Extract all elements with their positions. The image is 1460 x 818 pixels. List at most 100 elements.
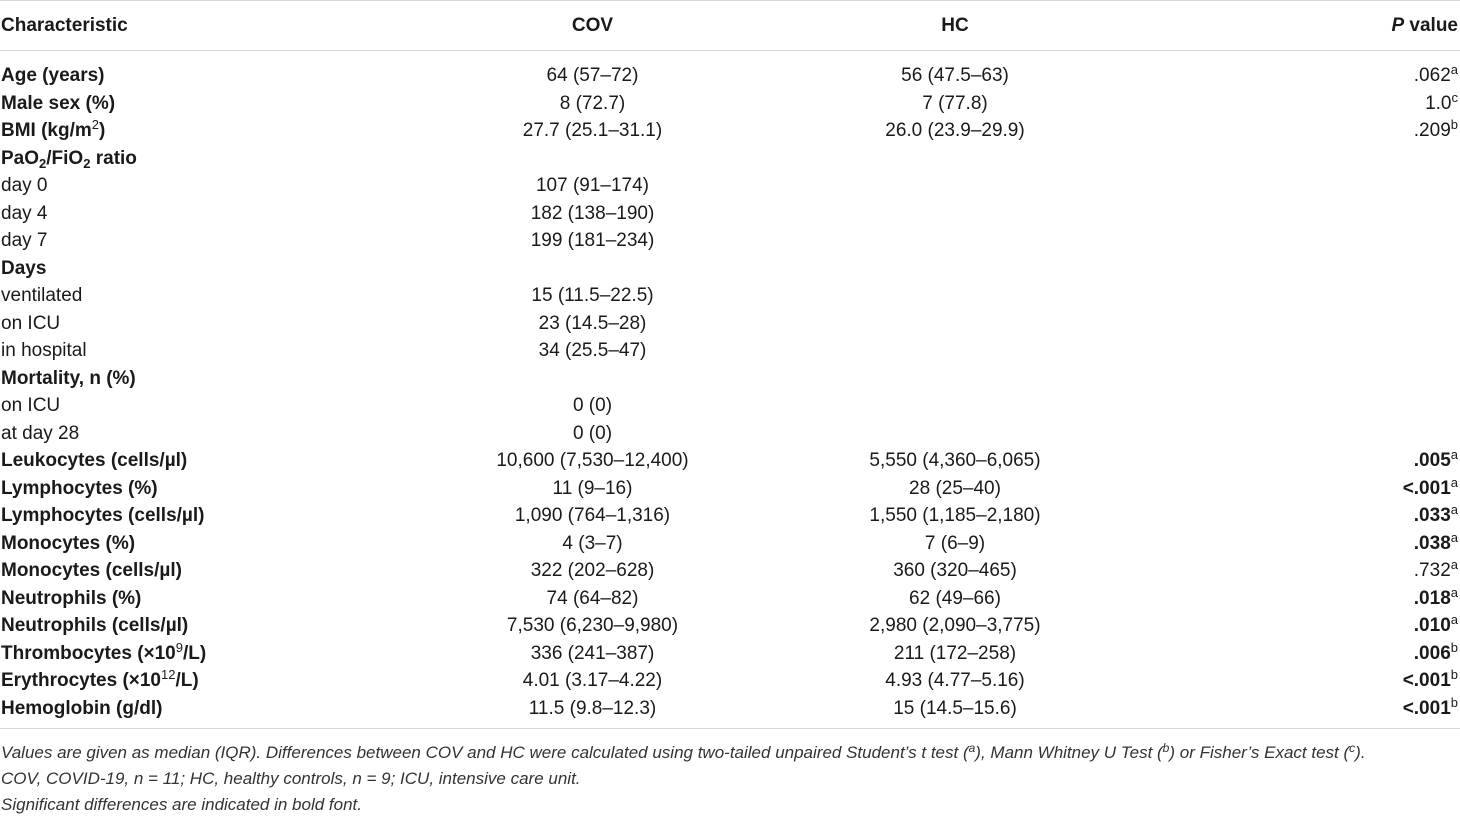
row-label-text: Lymphocytes (%) [1, 477, 158, 499]
hc-value: 5,550 (4,360–6,065) [869, 450, 1041, 471]
cov-value: 10,600 (7,530–12,400) [496, 450, 689, 471]
row-label-text: day 7 [1, 230, 48, 251]
table-row: day 4 182 (138–190) [0, 200, 1460, 228]
cov-value: 4 (3–7) [562, 532, 623, 554]
header-row: Characteristic COV HC P value [0, 0, 1460, 51]
table-row: Neutrophils (cells/µl) 7,530 (6,230–9,980… [0, 612, 1460, 640]
p-value-test-marker: a [1450, 62, 1458, 77]
table-row: at day 28 0 (0) [0, 420, 1460, 448]
row-label-superscript: 12 [161, 667, 176, 682]
column-header-hc: HC [745, 0, 1325, 51]
hc-value: 7 (6–9) [924, 532, 986, 554]
row-label: in hospital [0, 337, 420, 365]
row-label-text: Neutrophils (cells/µl) [1, 615, 189, 636]
row-label: on ICU [0, 310, 420, 338]
table-row: Days [0, 255, 1460, 283]
row-label-text: Neutrophils (%) [1, 587, 142, 609]
p-value-number: .732 [1413, 560, 1451, 581]
row-label-text-after: ) [99, 120, 106, 141]
row-label-text: Leukocytes (cells/µl) [1, 450, 188, 471]
cov-value: 4.01 (3.17–4.22) [522, 670, 663, 691]
p-value: .005a [1325, 447, 1460, 475]
row-label-text: Male sex (%) [1, 92, 116, 114]
table-row: day 7 199 (181–234) [0, 227, 1460, 255]
p-value-number: <.001 [1402, 697, 1451, 719]
cov-value: 0 (0) [572, 395, 613, 416]
row-label: Lymphocytes (%) [0, 475, 420, 503]
hc-value: 28 (25–40) [909, 477, 1001, 499]
table-footnotes: Values are given as median (IQR). Differ… [0, 740, 1460, 818]
hc-value: 56 (47.5–63) [901, 65, 1009, 86]
table-row: Mortality, n (%) [0, 365, 1460, 393]
p-value-label: value [1404, 14, 1458, 36]
table-row: Monocytes (cells/µl) 322 (202–628) 360 (32… [0, 557, 1460, 585]
row-label: Male sex (%) [0, 90, 420, 118]
hc-value [745, 337, 1325, 365]
table-row: Age (years) 64 (57–72) 56 (47.5–63) .062a [0, 51, 1460, 90]
cov-value: 8 (72.7) [559, 92, 626, 114]
row-label: Mortality, n (%) [0, 365, 420, 393]
row-label: Neutrophils (%) [0, 585, 420, 613]
p-value-number: .018 [1413, 587, 1451, 609]
row-label-superscript: 9 [175, 639, 183, 655]
p-value-number: .062 [1413, 65, 1451, 86]
p-value [1325, 282, 1460, 310]
p-value-number: .010 [1413, 615, 1451, 636]
footnote-methods-text-4: ). [1355, 743, 1366, 762]
characteristics-table-container: Characteristic COV HC P value Age (years… [0, 0, 1460, 729]
row-label-text-after: /L) [182, 642, 207, 664]
cov-value: 322 (202–628) [530, 560, 655, 581]
hc-value [745, 172, 1325, 200]
row-label-subscript: 2 [39, 155, 47, 171]
row-label: Erythrocytes (×1012/L) [0, 667, 420, 695]
row-label-text: at day 28 [1, 422, 80, 444]
p-value [1325, 392, 1460, 420]
p-value [1325, 365, 1460, 393]
column-header-characteristic: Characteristic [0, 0, 420, 51]
cov-value: 11 (9–16) [552, 477, 633, 499]
hc-value [745, 200, 1325, 228]
row-label: PaO2/FiO2 ratio [0, 145, 420, 173]
row-label-text: Days [1, 257, 47, 279]
table-row: day 0 107 (91–174) [0, 172, 1460, 200]
table-row: on ICU 0 (0) [0, 392, 1460, 420]
cov-value [420, 365, 745, 393]
hc-value [745, 282, 1325, 310]
table-row: Neutrophils (%) 74 (64–82) 62 (49–66) .018a [0, 585, 1460, 613]
row-label-text: Thrombocytes (×10 [1, 642, 176, 664]
hc-value: 360 (320–465) [893, 560, 1017, 581]
p-value-number: <.001 [1402, 477, 1451, 499]
footnote-methods-text-3: ) or Fisher’s Exact test ( [1169, 743, 1350, 762]
hc-value: 26.0 (23.9–29.9) [885, 120, 1025, 141]
footnote-sup-c: c [1349, 741, 1356, 755]
cov-value: 0 (0) [572, 422, 613, 444]
table-row: PaO2/FiO2 ratio [0, 145, 1460, 173]
p-value: <.001a [1325, 475, 1460, 503]
p-value-test-marker: b [1450, 667, 1458, 682]
p-value-test-marker: a [1450, 557, 1458, 572]
hc-value: 4.93 (4.77–5.16) [885, 670, 1025, 691]
hc-value [745, 310, 1325, 338]
cov-value: 1,090 (764–1,316) [514, 505, 671, 526]
table-header: Characteristic COV HC P value [0, 0, 1460, 51]
p-value [1325, 255, 1460, 283]
cov-value [420, 255, 745, 283]
p-value: .062a [1325, 51, 1460, 90]
row-label-text: on ICU [1, 395, 61, 416]
row-label: Hemoglobin (g/dl) [0, 694, 420, 729]
p-value: .033a [1325, 502, 1460, 530]
p-value-number: <.001 [1402, 670, 1451, 691]
p-value [1325, 200, 1460, 228]
row-label-superscript: 2 [91, 117, 100, 132]
cov-value: 23 (14.5–28) [538, 312, 647, 334]
characteristics-table: Characteristic COV HC P value Age (years… [0, 0, 1460, 729]
p-italic-label: P [1391, 14, 1405, 36]
hc-value [745, 227, 1325, 255]
row-label: Monocytes (cells/µl) [0, 557, 420, 585]
row-label: BMI (kg/m2) [0, 117, 420, 145]
table-row: Hemoglobin (g/dl) 11.5 (9.8–12.3) 15 (14.5… [0, 694, 1460, 729]
cov-value: 7,530 (6,230–9,980) [506, 615, 679, 636]
p-value-test-marker: a [1450, 584, 1458, 600]
row-label-text: Monocytes (%) [1, 532, 136, 554]
p-value [1325, 145, 1460, 173]
